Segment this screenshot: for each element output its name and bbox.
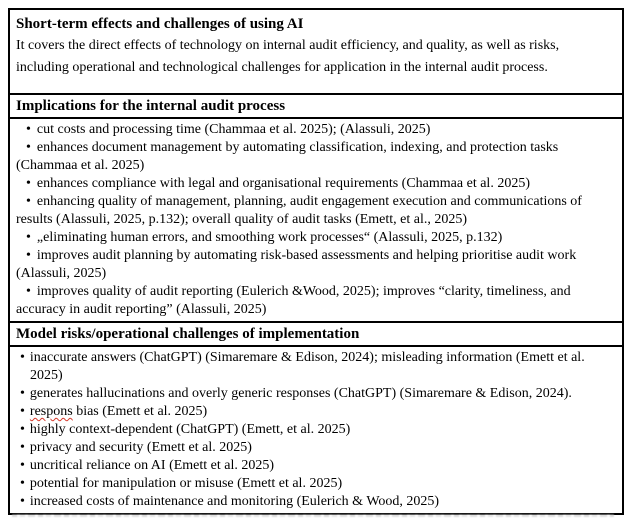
list-item: increased costs of maintenance and monit… [16, 493, 616, 511]
model-risks-list: inaccurate answers (ChatGPT) (Simaremare… [10, 347, 622, 513]
cutoff-row-fragment [12, 514, 614, 517]
list-item: enhancing quality of management, plannin… [16, 193, 616, 229]
list-item: uncritical reliance on AI (Emett et al. … [16, 457, 616, 475]
section-heading-model-risks: Model risks/operational challenges of im… [10, 321, 622, 347]
list-item-text: bias (Emett et al. 2025) [76, 404, 208, 419]
misspelled-word: respons [29, 404, 73, 419]
list-item: privacy and security (Emett et al. 2025) [16, 439, 616, 457]
list-item: improves quality of audit reporting (Eul… [16, 283, 616, 319]
list-item: potential for manipulation or misuse (Em… [16, 475, 616, 493]
list-item: enhances compliance with legal and organ… [16, 175, 616, 193]
implications-list: cut costs and processing time (Chammaa e… [10, 119, 622, 321]
list-item: cut costs and processing time (Chammaa e… [16, 121, 616, 139]
list-item: respons bias (Emett et al. 2025) [16, 403, 616, 421]
section-heading-implications: Implications for the internal audit proc… [10, 93, 622, 119]
list-item: highly context-dependent (ChatGPT) (Emet… [16, 421, 616, 439]
list-item: improves audit planning by automating ri… [16, 247, 616, 283]
list-item: „eliminating human errors, and smoothing… [16, 229, 616, 247]
table-title: Short-term effects and challenges of usi… [16, 16, 304, 32]
table-description: It covers the direct effects of technolo… [16, 38, 560, 75]
table-header-cell: Short-term effects and challenges of usi… [10, 10, 622, 93]
list-item: generates hallucinations and overly gene… [16, 385, 616, 403]
document-table: Short-term effects and challenges of usi… [8, 8, 624, 515]
list-item: inaccurate answers (ChatGPT) (Simaremare… [16, 349, 616, 385]
list-item: enhances document management by automati… [16, 139, 616, 175]
